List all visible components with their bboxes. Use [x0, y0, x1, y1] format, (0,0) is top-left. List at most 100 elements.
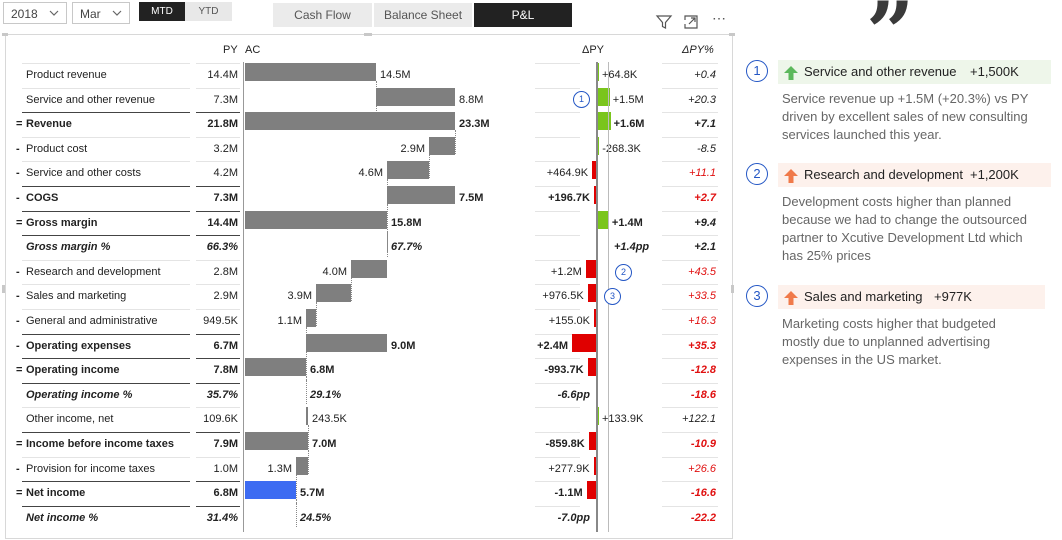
tab-pnl[interactable]: P&L	[474, 3, 572, 27]
row-separator	[662, 505, 718, 507]
ac-bar	[245, 481, 297, 500]
dpy-value: +2.4M	[537, 339, 568, 352]
resize-handle[interactable]	[364, 33, 372, 36]
row-separator	[196, 432, 240, 433]
row-separator	[196, 309, 240, 310]
ac-value: 15.8M	[391, 216, 422, 229]
month-dropdown[interactable]: Mar	[72, 2, 130, 24]
row-separator	[535, 210, 580, 212]
dpy-pct-value: +9.4	[694, 216, 716, 229]
dpy-value: -859.8K	[545, 438, 585, 450]
dpy-pct-value: +26.6	[688, 462, 716, 475]
dpy-pct-value: +2.7	[694, 192, 716, 204]
row-separator	[196, 358, 240, 360]
row-label: Operating expenses	[26, 339, 132, 352]
row-label: Operating income	[26, 364, 120, 377]
comment-header: Research and development +1,200K	[778, 163, 1051, 187]
row-separator	[196, 481, 240, 483]
comment-number-1[interactable]: 1	[746, 60, 768, 82]
waterfall-connector	[351, 277, 352, 302]
py-value: 4.2M	[213, 167, 238, 180]
row-separator	[662, 87, 718, 89]
dpy-pct-value: -22.2	[690, 511, 716, 524]
row-separator	[662, 63, 718, 64]
dpy-pct-value: +33.5	[688, 290, 716, 303]
ac-bar	[296, 456, 308, 475]
row-prefix: =	[16, 216, 23, 229]
row-separator	[662, 210, 718, 212]
row-label: Revenue	[26, 118, 72, 131]
row-separator	[22, 112, 190, 114]
focus-mode-icon[interactable]	[683, 14, 699, 30]
variance-bar	[597, 210, 609, 229]
row-separator	[22, 382, 190, 384]
resize-handle[interactable]	[2, 33, 8, 36]
mtd-toggle[interactable]: MTD	[139, 2, 185, 21]
dpy-pct-value: -12.8	[690, 364, 716, 377]
variance-bar	[597, 407, 599, 426]
dpy-value: +133.9K	[602, 413, 644, 426]
waterfall-connector	[387, 204, 388, 228]
column-header-dpy: ΔPY	[582, 44, 605, 56]
chevron-down-icon	[49, 10, 59, 16]
variance-bar	[587, 358, 596, 377]
row-separator	[22, 259, 190, 261]
variance-bar	[592, 161, 596, 180]
more-options-icon[interactable]: ⋯	[712, 10, 727, 26]
ac-bar	[316, 284, 352, 303]
comment-marker-1[interactable]: 1	[573, 91, 590, 108]
row-separator	[196, 382, 240, 384]
row-label: Other income, net	[26, 413, 114, 426]
ac-bar	[245, 210, 388, 229]
py-value: 2.9M	[213, 290, 238, 303]
row-separator	[22, 456, 190, 458]
variance-bar	[597, 63, 599, 81]
tab-balance-sheet[interactable]: Balance Sheet	[374, 3, 472, 27]
ac-value: 8.8M	[459, 93, 484, 106]
waterfall-connector	[387, 232, 388, 257]
row-prefix: -	[16, 290, 20, 303]
arrow-up-icon	[784, 169, 798, 183]
row-separator	[662, 358, 718, 360]
comment-number-2[interactable]: 2	[746, 163, 768, 185]
row-separator	[196, 112, 240, 114]
comment-number-3[interactable]: 3	[746, 285, 768, 307]
ac-value: 243.5K	[312, 413, 347, 426]
ac-value: 3.9M	[287, 290, 312, 303]
row-label: General and administrative	[26, 315, 158, 327]
row-separator	[196, 407, 240, 409]
year-dropdown[interactable]: 2018	[3, 2, 67, 24]
dpy-value: -7.0pp	[557, 511, 590, 524]
row-separator	[22, 432, 190, 433]
resize-handle[interactable]	[731, 285, 734, 293]
comment-marker-3[interactable]: 3	[604, 288, 621, 305]
ac-value: 4.6M	[358, 167, 383, 180]
row-prefix: -	[16, 315, 20, 327]
arrow-up-icon	[784, 291, 798, 305]
resize-handle[interactable]	[729, 33, 735, 36]
waterfall-connector	[296, 502, 297, 528]
row-label: Product revenue	[26, 69, 107, 81]
comment-marker-2[interactable]: 2	[615, 264, 632, 281]
dpy-pct-value: +2.1	[694, 241, 716, 254]
filter-icon[interactable]	[655, 14, 673, 30]
row-separator	[535, 259, 580, 261]
dpy-value: +196.7K	[548, 192, 590, 204]
variance-bar	[597, 87, 610, 106]
resize-handle[interactable]	[2, 285, 5, 293]
row-separator	[535, 186, 580, 187]
dpy-value: +277.9K	[548, 462, 590, 475]
variance-bar	[586, 481, 596, 500]
py-value: 66.3%	[206, 241, 238, 254]
chevron-down-icon	[112, 10, 122, 16]
ytd-toggle[interactable]: YTD	[185, 2, 232, 21]
row-label: Operating income %	[26, 388, 133, 401]
py-value: 109.6K	[203, 413, 238, 426]
row-separator	[662, 284, 718, 286]
row-prefix: =	[16, 487, 23, 500]
waterfall-connector	[306, 379, 307, 405]
py-value: 14.4M	[207, 69, 238, 81]
tab-cash-flow[interactable]: Cash Flow	[273, 3, 372, 27]
py-value: 35.7%	[206, 388, 238, 401]
ac-bar	[351, 259, 388, 278]
